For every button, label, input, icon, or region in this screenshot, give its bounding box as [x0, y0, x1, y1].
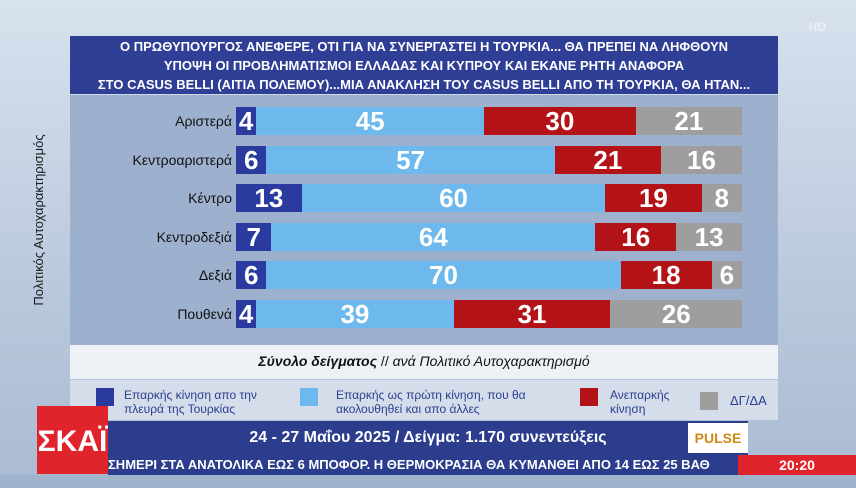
subtitle-rest: ανά Πολιτικό Αυτοχαρακτηρισμό [392, 353, 590, 369]
bar-segment: 64 [271, 222, 596, 251]
category-label: Κεντροαριστερά [132, 151, 233, 168]
category-label: Πουθενά [177, 305, 232, 322]
category-label: Δεξιά [198, 267, 232, 283]
channel-logo: ΣΚΑΪ [37, 406, 108, 474]
pollster-logo: PULSE [688, 423, 748, 453]
subtitle-main: Σύνολο δείγματος [258, 353, 378, 369]
bar-segment: 4 [236, 107, 257, 135]
legend-label: Επαρκής κίνηση απο την πλευρά της Τουρκία… [124, 388, 257, 416]
bar-segment: 4 [236, 299, 257, 328]
date-sample-bar: 24 - 27 Μαΐου 2025 / Δείγμα: 1.170 συνεν… [108, 421, 748, 455]
chart-subtitle: Σύνολο δείγματος // ανά Πολιτικό Αυτοχαρ… [70, 345, 778, 379]
bar-segment: 18 [620, 261, 712, 289]
legend-swatch [300, 388, 318, 406]
bar-segment: 30 [483, 107, 636, 135]
y-axis-label: Πολιτικός Αυτοχαρακτηρισμός [31, 134, 46, 306]
bar-segment: 70 [266, 261, 621, 289]
bar-segment: 60 [301, 184, 606, 212]
chart-title-line-2: ΥΠΟΨΗ ΟΙ ΠΡΟΒΛΗΜΑΤΙΣΜΟΙ ΕΛΛΑΔΑΣ ΚΑΙ ΚΥΠΡ… [163, 58, 685, 73]
bar-segment: 57 [266, 145, 555, 174]
bar-segment: 16 [595, 222, 677, 251]
category-label: Αριστερά [175, 113, 232, 129]
bar-segment: 26 [610, 299, 742, 328]
chart-title-line-3: ΣΤΟ CASUS BELLI (ΑΙΤΙΑ ΠΟΛΕΜΟΥ)...ΜΙΑ ΑΝ… [97, 77, 751, 92]
chart-title: Ο ΠΡΩΘΥΠΟΥΡΓΟΣ ΑΝΕΦΕΡΕ, ΟΤΙ ΓΙΑ ΝΑ ΣΥΝΕΡ… [70, 36, 778, 94]
legend-swatch [580, 388, 598, 406]
legend-label-line: Επαρκής κίνηση απο την [124, 388, 257, 402]
subtitle-separator: // [377, 353, 393, 369]
bar-segment: 45 [256, 107, 484, 135]
bar-segment: 13 [236, 184, 302, 212]
chart-title-line-1: Ο ΠΡΩΘΥΠΟΥΡΓΟΣ ΑΝΕΦΕΡΕ, ΟΤΙ ΓΙΑ ΝΑ ΣΥΝΕΡ… [120, 39, 728, 54]
bar-segment: 8 [701, 184, 742, 212]
bar-segment: 21 [554, 145, 662, 174]
clock: 20:20 [738, 455, 856, 475]
legend-label-line: Επαρκής ως πρώτη κίνηση, που θα [336, 388, 526, 402]
bar-segment: 6 [236, 261, 267, 289]
legend-swatch [96, 388, 114, 406]
legend [70, 380, 778, 420]
legend-label: Επαρκής ως πρώτη κίνηση, που θα ακολουθηθ… [336, 388, 526, 416]
legend-label-line: ΔΓ/ΔΑ [730, 393, 767, 408]
news-ticker: ΣΗΜΕΡΙ ΣΤΑ ΑΝΑΤΟΛΙΚΑ ΕΩΣ 6 ΜΠΟΦΟΡ. Η ΘΕΡ… [108, 455, 738, 475]
bottom-strip [0, 475, 856, 488]
legend-label-line: πλευρά της Τουρκίας [124, 402, 236, 416]
legend-label-line: κίνηση [610, 402, 646, 416]
legend-swatch [700, 392, 718, 410]
legend-label: Ανεπαρκής κίνηση [610, 388, 669, 416]
category-label: Κεντροδεξιά [156, 228, 232, 245]
bar-segment: 13 [676, 222, 742, 251]
bar-segment: 31 [453, 299, 611, 328]
bar-segment: 21 [635, 107, 742, 135]
category-label: Κέντρο [188, 190, 232, 206]
bar-segment: 16 [661, 145, 742, 174]
bar-segment: 6 [236, 145, 267, 174]
legend-label-line: ακολουθηθεί και απο άλλες [336, 402, 480, 416]
bar-segment: 7 [236, 222, 272, 251]
legend-label-line: Ανεπαρκής [610, 388, 670, 402]
bar-segment: 6 [711, 261, 742, 289]
legend-label: ΔΓ/ΔΑ [730, 394, 767, 408]
bar-segment: 19 [605, 184, 702, 212]
bar-segment: 39 [256, 299, 454, 328]
hd-badge: HD [808, 20, 826, 34]
